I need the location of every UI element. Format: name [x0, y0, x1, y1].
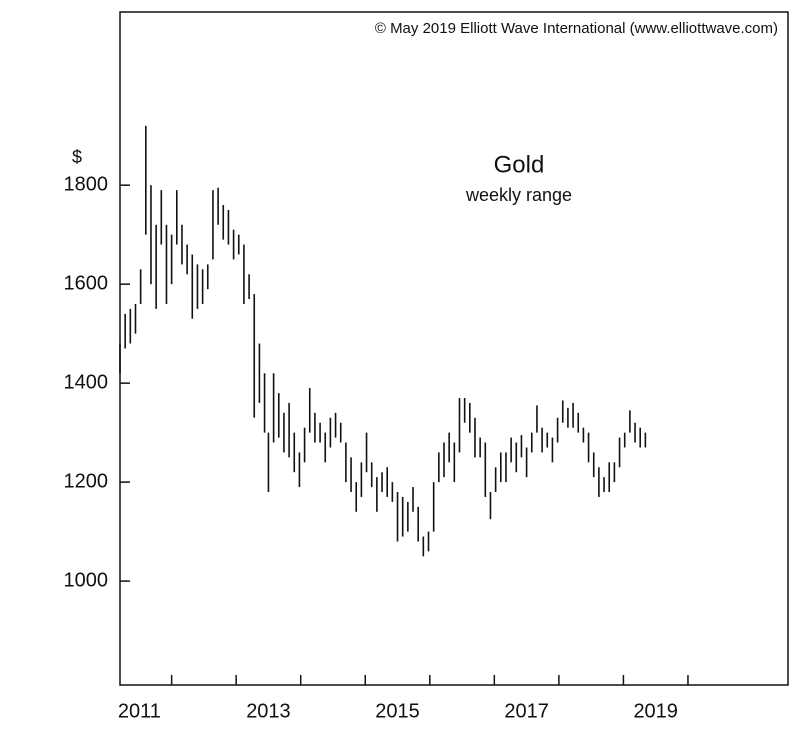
chart-subtitle: weekly range: [465, 185, 572, 205]
y-tick-label: 1000: [64, 569, 109, 591]
x-tick-label: 2019: [633, 700, 678, 722]
plot-frame: [119, 11, 789, 686]
x-tick-label: 2017: [504, 700, 549, 722]
y-unit: $: [72, 147, 82, 167]
y-tick-label: 1400: [64, 371, 109, 393]
x-tick-label: 2011: [118, 700, 161, 722]
y-tick-label: 1600: [64, 272, 109, 294]
source-note: © May 2019 Elliott Wave International (w…: [375, 20, 778, 37]
y-tick-label: 1800: [64, 173, 109, 195]
x-tick-label: 2013: [246, 700, 291, 722]
y-tick-label: 1200: [64, 470, 109, 492]
chart-title: Gold: [494, 151, 545, 178]
x-tick-label: 2015: [375, 700, 420, 722]
